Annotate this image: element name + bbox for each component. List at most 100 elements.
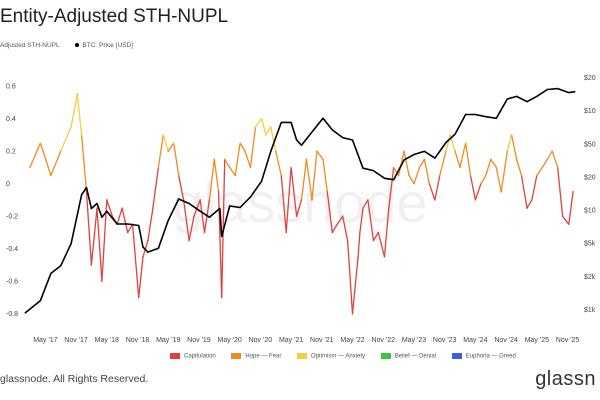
legend-item-price[interactable]: BTC: Price [USD] [75,42,133,49]
nupl-point [234,174,236,177]
x-tick-label: May '23 [402,337,426,344]
nupl-segment [485,158,492,177]
nupl-point [362,207,364,209]
nupl-point [413,183,415,185]
nupl-segment [76,93,83,136]
btc-price-point [351,139,354,141]
nupl-point [403,150,405,152]
color-swatch [451,353,462,359]
btc-price-point [485,116,487,118]
nupl-segment [295,199,303,217]
btc-price-point [142,246,144,248]
nupl-point [157,166,160,169]
btc-price-point [568,92,570,94]
legend-item-optimism-anxiety[interactable]: Optimism — Anxiety [297,353,365,360]
y-left-tick-label: 0.6 [6,84,16,91]
nupl-segment [116,207,123,225]
nupl-segment [490,158,497,169]
color-swatch [231,353,242,359]
legend-label: Euphoria — Greed [465,353,516,360]
nupl-segment [305,158,313,201]
y-right-tick-label: $1k [584,307,596,314]
nupl-point [316,150,318,152]
nupl-segment [428,183,436,201]
nupl-point [434,199,436,201]
legend-item-hope-fear[interactable]: Hope — Fear [231,353,281,360]
nupl-point [526,207,528,209]
x-tick-label: May '20 [218,337,242,344]
nupl-point [326,191,328,193]
btc-price-point [454,133,456,135]
btc-price-line [24,87,576,314]
nupl-segment [127,223,134,234]
nupl-point [568,223,570,225]
top-legend: Adjusted STH-NUPL BTC: Price [USD] [0,42,147,49]
nupl-segment [316,150,324,160]
btc-price-point [239,206,241,209]
nupl-segment [439,150,447,177]
chart-title: Entity-Adjusted STH-NUPL [0,6,229,27]
nupl-segment [208,158,215,201]
legend-item-capitulation[interactable]: Capitulation [170,353,216,360]
nupl-point [60,150,62,152]
y-right-tick-label: $2k [584,274,596,281]
btc-price-point [147,251,149,253]
x-tick-label: May '19 [156,337,180,344]
nupl-point [408,174,410,177]
nupl-point [541,166,544,169]
nupl-point [229,166,231,169]
nupl-point [346,239,349,242]
nupl-point [221,296,223,299]
nupl-segment [239,142,246,152]
btc-price-point [362,167,364,169]
btc-price-point [474,113,476,116]
nupl-segment [121,207,129,234]
btc-price-point [413,153,415,156]
btc-price-point [516,95,518,97]
btc-price-point [331,129,333,131]
legend-item-belief-denial[interactable]: Belief — Denial [380,353,436,360]
btc-price-point [403,159,405,161]
x-tick-label: May '18 [95,337,119,344]
y-right-tick-label: $20 [584,75,596,82]
nupl-segment [495,166,502,193]
btc-price-point [219,207,221,210]
nupl-segment [546,150,553,160]
nupl-segment [418,158,426,169]
nupl-point [106,199,108,201]
legend-item-euphoria-greed[interactable]: Euphoria — Greed [451,353,516,360]
y-left-tick-label: -0.8 [6,311,18,318]
nupl-point [520,174,523,177]
nupl-point [357,256,359,258]
legend-label: Optimism — Anxiety [311,353,366,360]
nupl-point [474,199,477,201]
btc-price-point [249,196,252,198]
nupl-point [265,134,267,136]
nupl-point [213,158,215,160]
nupl-point [199,199,201,201]
nupl-point [285,231,287,234]
x-tick-label: May '17 [33,337,57,344]
nupl-point [551,150,553,152]
nupl-point [490,158,492,160]
nupl-segment [367,199,375,242]
nupl-point [193,215,195,217]
nupl-segment [536,166,544,177]
nupl-point [90,264,93,266]
y-right-tick-label: $50 [584,141,596,148]
nupl-segment [413,166,421,185]
zone-legend: Capitulation Hope — Fear Optimism — Anxi… [170,353,530,360]
nupl-segment [234,142,241,177]
nupl-point [388,207,390,209]
btc-price-point [300,144,303,146]
btc-price-point [101,216,103,218]
nupl-segment [131,223,140,299]
nupl-point [290,166,292,169]
nupl-segment [568,191,574,225]
nupl-point [96,207,98,209]
legend-item-nupl[interactable]: Adjusted STH-NUPL [0,42,60,49]
nupl-segment [342,215,349,242]
nupl-point [188,239,190,242]
btc-price-point [81,194,83,196]
nupl-point [510,134,513,136]
